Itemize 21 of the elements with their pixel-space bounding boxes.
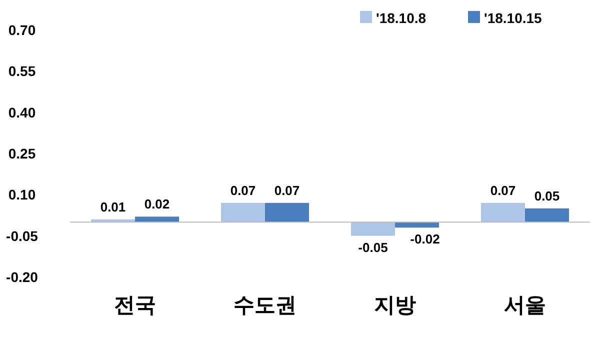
- y-tick-label: -0.20: [6, 269, 38, 285]
- y-tick-label: 0.25: [8, 146, 36, 162]
- y-tick-label: 0.55: [8, 63, 36, 80]
- x-tick-label: 서울: [504, 294, 546, 317]
- x-tick-label: 지방: [374, 294, 416, 317]
- legend-label: '18.10.15: [484, 10, 542, 26]
- x-tick-label: 수도권: [234, 294, 296, 317]
- data-label: 0.07: [490, 182, 516, 198]
- y-tick-label: 0.70: [8, 22, 36, 38]
- data-label: -0.02: [410, 232, 440, 247]
- y-tick-label: 0.10: [8, 186, 36, 203]
- data-label: 0.07: [274, 182, 300, 198]
- legend-label: '18.10.8: [376, 10, 426, 26]
- data-label: 0.02: [144, 196, 170, 212]
- data-label: 0.01: [100, 199, 126, 214]
- y-tick-label: -0.05: [6, 228, 38, 244]
- data-label: 0.07: [230, 182, 256, 198]
- x-tick-label: 전국: [114, 294, 156, 317]
- data-label: -0.05: [358, 240, 388, 255]
- data-label: 0.05: [534, 188, 560, 204]
- y-tick-label: 0.40: [8, 104, 36, 120]
